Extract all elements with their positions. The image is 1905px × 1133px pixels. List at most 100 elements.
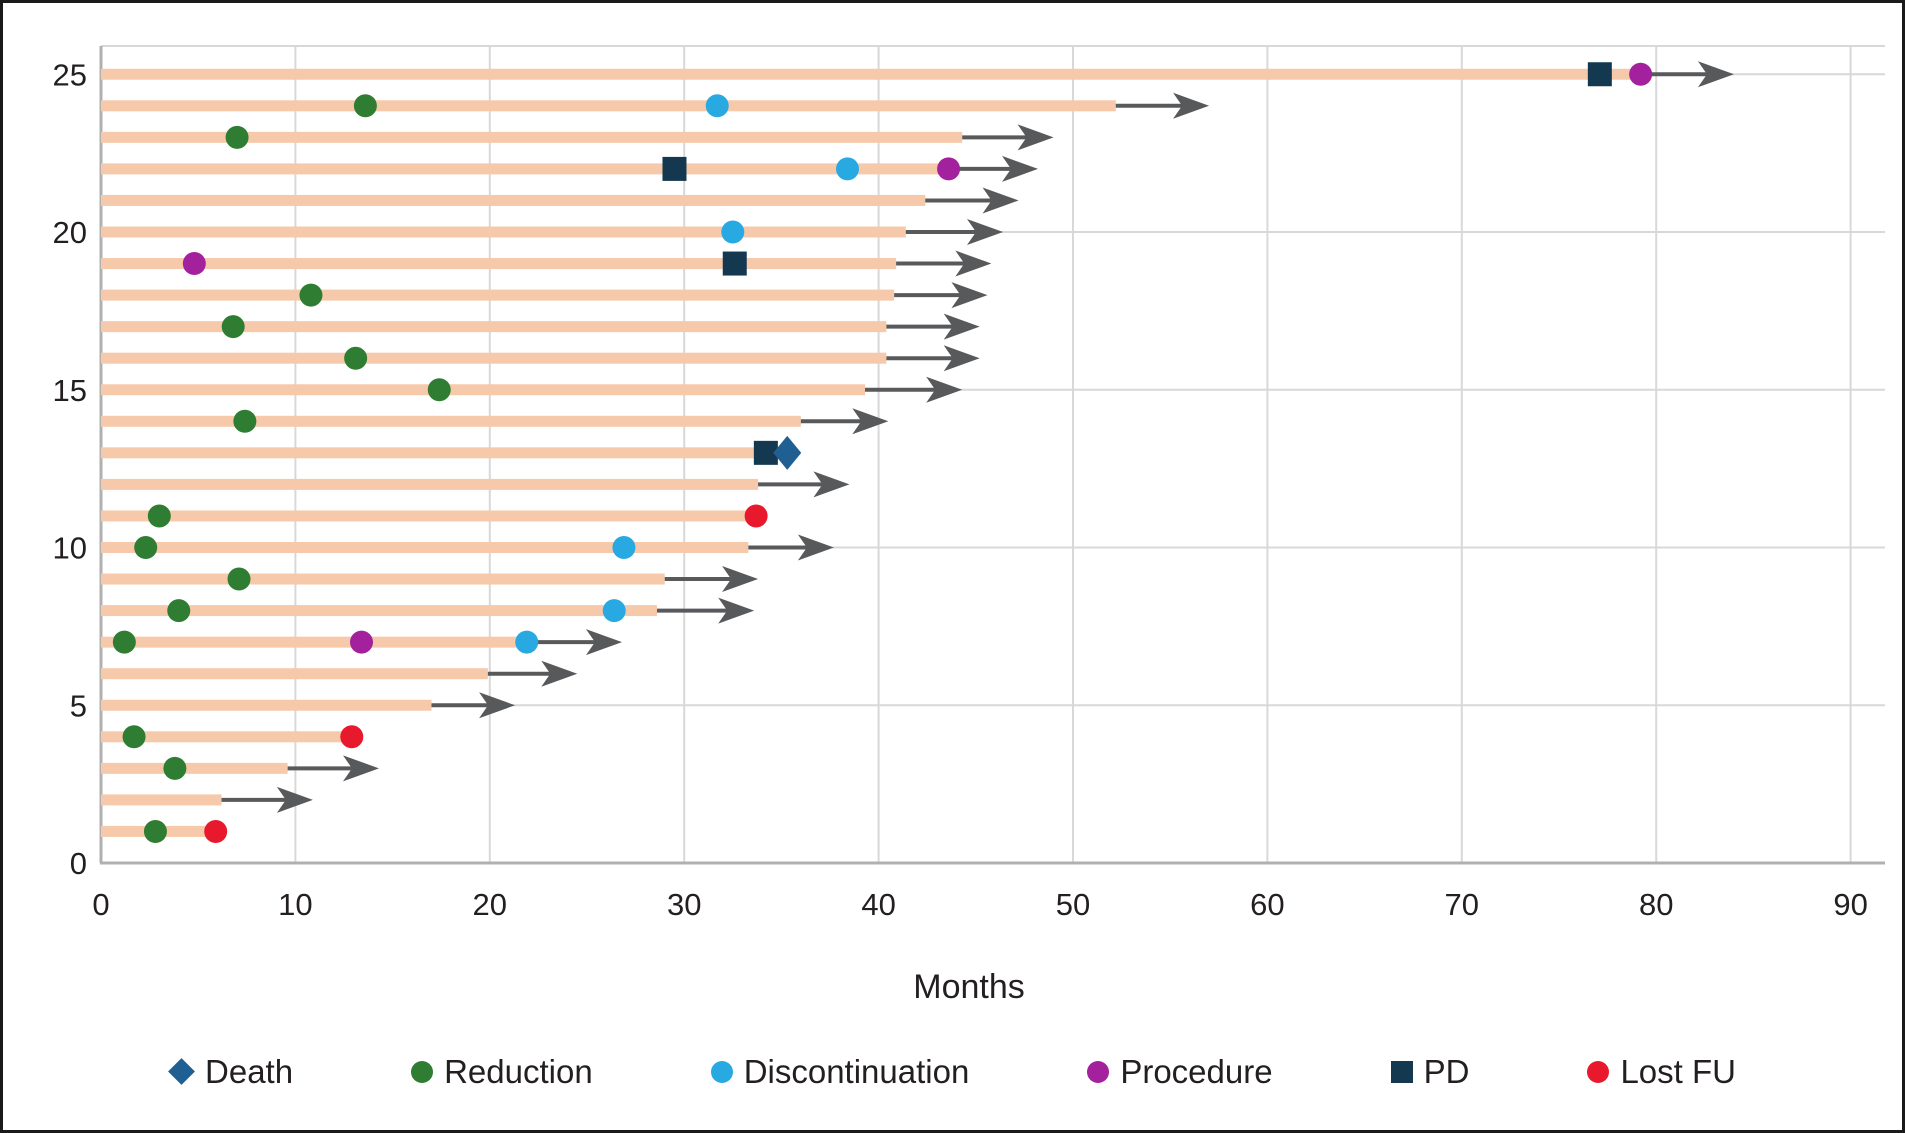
ongoing-arrowhead-icon-patient-21 xyxy=(982,187,1019,214)
pd-marker-patient-25 xyxy=(1587,62,1612,87)
procedure-marker-patient-7 xyxy=(349,630,373,654)
ongoing-arrowhead-icon-patient-25 xyxy=(1697,61,1734,88)
swimmer-plot-canvas: 0 10 20 30 40 50 60 70 80 90 0 5 10 15 20 25 Months xyxy=(53,45,1885,1006)
swimmer-bar-patient-23 xyxy=(101,131,963,143)
legend-item-reduction: Reduction xyxy=(411,1055,593,1088)
ongoing-arrowhead-icon-patient-10 xyxy=(797,534,834,561)
ongoing-arrowhead-icon-patient-19 xyxy=(955,250,992,277)
reduction-marker-patient-15 xyxy=(427,378,451,402)
reduction-marker-patient-7 xyxy=(112,630,136,654)
swimmer-bar-patient-22 xyxy=(101,163,949,175)
legend-label-reduction: Reduction xyxy=(444,1053,593,1090)
y-tick-label-5: 5 xyxy=(70,688,87,723)
ongoing-arrowhead-icon-patient-6 xyxy=(541,660,578,687)
reduction-marker-patient-18 xyxy=(299,283,323,307)
procedure-marker-patient-22 xyxy=(937,157,961,181)
ongoing-arrowhead-icon-patient-20 xyxy=(967,219,1004,245)
procedure-circle-icon xyxy=(1087,1060,1110,1083)
x-tick-label-80: 80 xyxy=(1639,887,1673,922)
swimmer-bar-patient-25 xyxy=(101,68,1641,80)
ongoing-arrowhead-icon-patient-9 xyxy=(722,566,759,593)
swimmer-bar-patient-17 xyxy=(101,321,887,333)
ongoing-arrowhead-icon-patient-24 xyxy=(1173,92,1210,119)
legend-item-pd: PD xyxy=(1390,1053,1470,1090)
x-tick-label-40: 40 xyxy=(861,887,895,922)
swimmer-bar-patient-19 xyxy=(101,258,897,270)
ongoing-arrowhead-icon-patient-3 xyxy=(342,755,379,782)
reduction-marker-patient-1 xyxy=(143,819,167,843)
pd-marker-patient-19 xyxy=(722,251,747,276)
death-marker-patient-13 xyxy=(773,435,802,470)
ongoing-arrowhead-icon-patient-14 xyxy=(852,408,889,435)
swimmer-bar-patient-18 xyxy=(101,289,895,301)
lost-fu-marker-patient-4 xyxy=(340,725,364,749)
x-tick-label-90: 90 xyxy=(1833,887,1867,922)
ongoing-arrowhead-icon-patient-18 xyxy=(951,282,988,309)
lost-fu-marker-patient-11 xyxy=(744,504,768,528)
swimmer-bar-patient-24 xyxy=(101,100,1116,112)
x-tick-label-10: 10 xyxy=(278,887,312,922)
y-tick-label-10: 10 xyxy=(53,531,87,566)
ongoing-arrowhead-icon-patient-8 xyxy=(718,597,755,624)
x-tick-label-50: 50 xyxy=(1056,887,1090,922)
ongoing-arrowhead-icon-patient-12 xyxy=(813,471,850,498)
x-tick-label-0: 0 xyxy=(92,887,109,922)
legend-label-lost-fu: Lost FU xyxy=(1620,1053,1736,1090)
swimmer-bar-patient-10 xyxy=(101,542,749,553)
discontinuation-marker-patient-20 xyxy=(721,220,745,244)
reduction-marker-patient-17 xyxy=(221,315,245,339)
discontinuation-marker-patient-24 xyxy=(705,94,729,118)
ongoing-arrowhead-icon-patient-22 xyxy=(1002,155,1039,182)
swimmer-bar-patient-5 xyxy=(101,699,432,711)
legend: Death Reduction Discontinuation Procedur… xyxy=(3,1055,1902,1088)
discontinuation-marker-patient-8 xyxy=(602,599,626,623)
ongoing-arrowhead-icon-patient-7 xyxy=(585,629,622,656)
reduction-marker-patient-14 xyxy=(233,409,257,433)
legend-item-discontinuation: Discontinuation xyxy=(710,1053,970,1090)
legend-label-death: Death xyxy=(205,1053,294,1090)
swimmer-bar-patient-13 xyxy=(101,447,768,459)
legend-item-lost-fu: Lost FU xyxy=(1587,1055,1736,1088)
reduction-marker-patient-23 xyxy=(225,125,249,149)
lost-fu-circle-icon xyxy=(1587,1060,1610,1083)
reduction-marker-patient-8 xyxy=(167,599,191,623)
ongoing-arrowhead-icon-patient-2 xyxy=(276,786,313,813)
legend-label-discontinuation: Discontinuation xyxy=(743,1053,970,1090)
y-tick-label-25: 25 xyxy=(53,57,87,92)
discontinuation-marker-patient-7 xyxy=(515,630,539,654)
y-tick-label-15: 15 xyxy=(53,373,87,408)
death-diamond-icon xyxy=(168,1058,195,1085)
swimmer-bar-patient-15 xyxy=(101,384,865,396)
ongoing-arrowhead-icon-patient-15 xyxy=(926,376,963,403)
swimmer-bar-patient-16 xyxy=(101,352,887,364)
x-tick-label-70: 70 xyxy=(1445,887,1479,922)
discontinuation-marker-patient-22 xyxy=(835,157,859,181)
swimmer-bar-patient-6 xyxy=(101,668,488,680)
swimmer-bar-patient-20 xyxy=(101,226,906,238)
lost-fu-marker-patient-1 xyxy=(204,819,228,843)
swimmer-bar-patient-4 xyxy=(101,731,352,743)
reduction-marker-patient-9 xyxy=(227,567,251,591)
reduction-marker-patient-11 xyxy=(147,504,171,528)
legend-label-procedure: Procedure xyxy=(1120,1053,1273,1090)
reduction-marker-patient-4 xyxy=(122,725,146,749)
swimmer-bar-patient-11 xyxy=(101,510,757,522)
reduction-marker-patient-10 xyxy=(134,536,158,559)
procedure-marker-patient-25 xyxy=(1629,62,1653,86)
swimmer-bar-patient-21 xyxy=(101,194,926,206)
x-tick-label-30: 30 xyxy=(667,887,701,922)
ongoing-arrowhead-icon-patient-17 xyxy=(943,313,980,340)
ongoing-arrowhead-icon-patient-5 xyxy=(479,692,516,719)
reduction-marker-patient-24 xyxy=(353,94,377,118)
legend-item-death: Death xyxy=(168,1053,294,1090)
pd-marker-patient-22 xyxy=(662,156,687,181)
x-axis-title: Months xyxy=(913,968,1025,1006)
reduction-marker-patient-16 xyxy=(344,346,368,370)
swimmer-bar-patient-2 xyxy=(101,794,222,806)
discontinuation-circle-icon xyxy=(710,1060,733,1083)
legend-label-pd: PD xyxy=(1423,1053,1470,1090)
swimmer-bar-patient-14 xyxy=(101,415,801,427)
swimmer-bar-patient-9 xyxy=(101,573,665,585)
reduction-marker-patient-3 xyxy=(163,756,187,780)
